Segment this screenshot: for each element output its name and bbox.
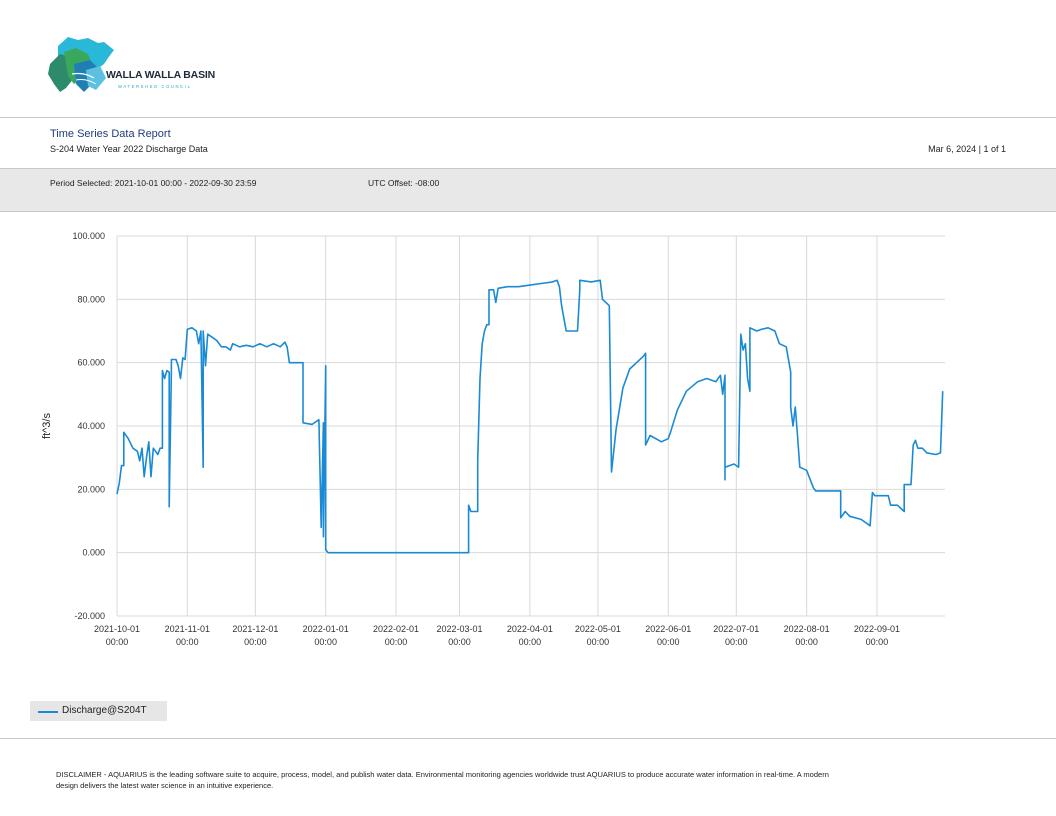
series-line-discharge	[116, 279, 944, 554]
period-bar	[0, 168, 1056, 212]
y-tick-label: -20.000	[74, 611, 105, 621]
x-tick-label-date: 2022-08-01	[784, 624, 830, 634]
x-tick-label-time: 00:00	[385, 637, 408, 647]
x-tick-label-date: 2021-12-01	[232, 624, 278, 634]
x-tick-label-date: 2022-06-01	[645, 624, 691, 634]
x-tick-label-date: 2022-09-01	[854, 624, 900, 634]
x-tick-label-time: 00:00	[795, 637, 818, 647]
y-tick-label: 40.000	[77, 421, 105, 431]
header-divider	[0, 117, 1056, 118]
x-tick-label-time: 00:00	[244, 637, 267, 647]
y-tick-label: 0.000	[82, 548, 105, 558]
y-tick-label: 20.000	[77, 484, 105, 494]
x-tick-label-date: 2022-01-01	[303, 624, 349, 634]
x-tick-label-time: 00:00	[448, 637, 471, 647]
x-tick-label-time: 00:00	[587, 637, 610, 647]
x-tick-label-date: 2021-10-01	[94, 624, 140, 634]
period-selected: Period Selected: 2021-10-01 00:00 - 2022…	[50, 178, 257, 188]
x-tick-label-time: 00:00	[314, 637, 337, 647]
disclaimer-text: DISCLAIMER - AQUARIUS is the leading sof…	[56, 770, 829, 790]
y-tick-label: 80.000	[77, 294, 105, 304]
logo-tagline: WATERSHED COUNCIL	[118, 84, 192, 89]
x-tick-label-time: 00:00	[176, 637, 199, 647]
walla-walla-basin-logo: WALLA WALLA BASIN WATERSHED COUNCIL	[48, 37, 215, 92]
x-tick-label-date: 2022-03-01	[437, 624, 483, 634]
x-tick-label-date: 2022-02-01	[373, 624, 419, 634]
report-date-page: Mar 6, 2024 | 1 of 1	[928, 144, 1006, 154]
footer-divider	[0, 738, 1056, 739]
y-axis-label: ft^3/s	[41, 413, 53, 439]
logo-name: WALLA WALLA BASIN	[106, 69, 215, 81]
legend-swatch	[38, 711, 58, 713]
x-tick-label-date: 2022-07-01	[713, 624, 759, 634]
report-title: Time Series Data Report	[50, 128, 171, 140]
discharge-chart: 100.000 80.000 60.000 40.000 20.000 0.000 -20.…	[41, 231, 945, 647]
chart-grid	[116, 235, 945, 617]
x-tick-label-time: 00:00	[106, 637, 129, 647]
y-axis-ticks: 100.000 80.000 60.000 40.000 20.000 0.000 -20.…	[72, 231, 105, 621]
x-tick-label-time: 00:00	[725, 637, 748, 647]
x-tick-label-time: 00:00	[657, 637, 680, 647]
x-tick-label-time: 00:00	[866, 637, 889, 647]
report-subtitle: S-204 Water Year 2022 Discharge Data	[50, 144, 208, 154]
legend	[30, 701, 167, 721]
utc-offset: UTC Offset: -08:00	[368, 178, 440, 188]
x-axis-ticks: 2021-10-01 00:00 2021-11-01 00:00 2021-12-01…	[94, 624, 900, 647]
legend-label: Discharge@S204T	[62, 705, 147, 716]
y-tick-label: 100.000	[72, 231, 105, 241]
x-tick-label-time: 00:00	[519, 637, 542, 647]
y-tick-label: 60.000	[77, 358, 105, 368]
x-tick-label-date: 2021-11-01	[165, 624, 210, 634]
x-tick-label-date: 2022-04-01	[507, 624, 553, 634]
x-tick-label-date: 2022-05-01	[575, 624, 621, 634]
